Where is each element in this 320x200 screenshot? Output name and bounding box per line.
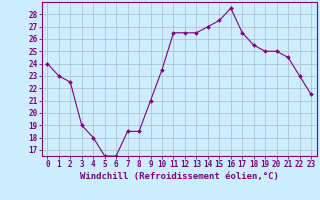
X-axis label: Windchill (Refroidissement éolien,°C): Windchill (Refroidissement éolien,°C) [80,172,279,181]
